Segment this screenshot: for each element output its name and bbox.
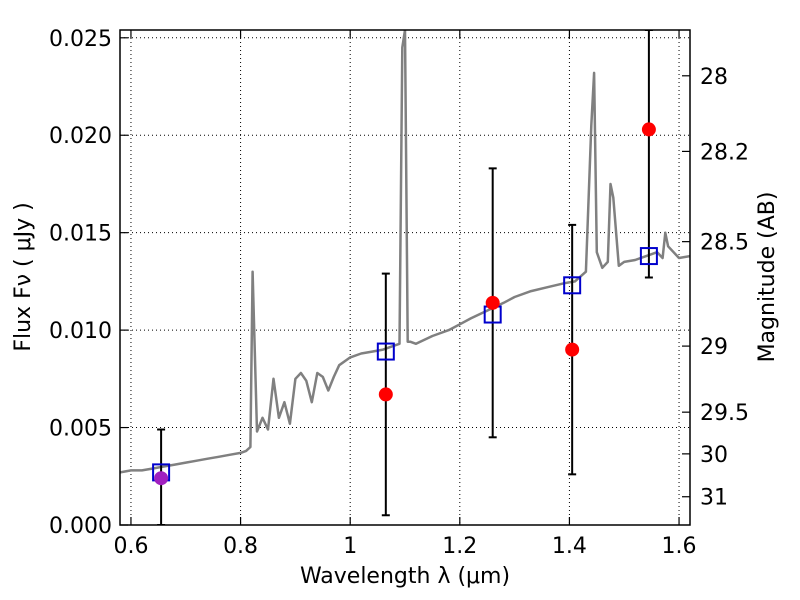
model-point bbox=[563, 276, 582, 295]
y-tick-label: 0.000 bbox=[49, 514, 112, 539]
mag-tick-label: 28 bbox=[700, 65, 728, 90]
observed-point bbox=[378, 387, 393, 402]
x-axis-title: Wavelength λ (μm) bbox=[300, 564, 510, 589]
sed-line bbox=[120, 30, 690, 474]
mag-tick-label: 28.2 bbox=[700, 140, 749, 165]
mag-tick-label: 30 bbox=[700, 443, 728, 468]
mag-tick-label: 28.5 bbox=[700, 231, 749, 256]
observed-point bbox=[485, 295, 500, 310]
tick-labels: 0.6 0.8 1 1.2 1.4 1.6 0.000 0.005 0.010 0.015 0.02… bbox=[49, 27, 749, 559]
mag-tick-label: 29.5 bbox=[700, 401, 749, 426]
y-tick-label: 0.025 bbox=[49, 27, 112, 52]
axis-ticks bbox=[120, 30, 690, 526]
x-tick-label: 1.6 bbox=[662, 534, 697, 559]
y-tick-label: 0.015 bbox=[49, 222, 112, 247]
mag-tick-label: 31 bbox=[700, 486, 728, 511]
y-tick-label: 0.020 bbox=[49, 124, 112, 149]
x-tick-label: 1 bbox=[343, 534, 357, 559]
observed-point bbox=[154, 471, 169, 486]
x-tick-label: 0.8 bbox=[223, 534, 258, 559]
y2-axis-title: Magnitude (AB) bbox=[755, 192, 780, 363]
y-tick-label: 0.010 bbox=[49, 319, 112, 344]
model-point bbox=[376, 342, 395, 361]
observed-point bbox=[565, 342, 580, 357]
x-tick-label: 1.2 bbox=[442, 534, 477, 559]
x-tick-label: 0.6 bbox=[113, 534, 148, 559]
observed-point bbox=[641, 122, 656, 137]
plot-frame bbox=[119, 29, 691, 526]
y-axis-title: Flux Fν ( μJy ) bbox=[11, 202, 36, 351]
x-tick-label: 1.4 bbox=[552, 534, 587, 559]
model-point bbox=[639, 247, 658, 266]
y-tick-label: 0.005 bbox=[49, 417, 112, 442]
mag-tick-label: 29 bbox=[700, 335, 728, 360]
plot-content bbox=[120, 30, 690, 525]
